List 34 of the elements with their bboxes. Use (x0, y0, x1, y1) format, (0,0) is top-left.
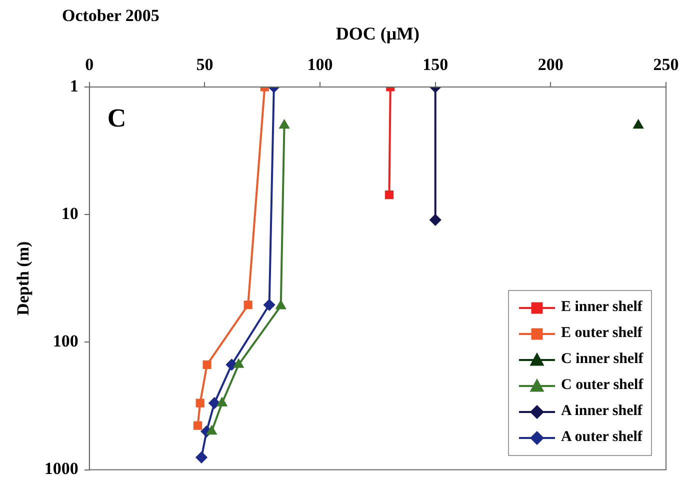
x-tick-label: 200 (538, 55, 564, 74)
legend-label: A inner shelf (561, 403, 642, 420)
point (264, 299, 276, 311)
point (244, 300, 252, 310)
point (384, 190, 394, 200)
point (216, 397, 228, 406)
y-tick-label: 1000 (44, 459, 78, 478)
point (234, 358, 244, 368)
legend-label: A outer shelf (561, 429, 642, 446)
point (202, 360, 212, 369)
legend-label: C inner shelf (561, 351, 644, 368)
annotation: C (107, 104, 126, 133)
legend-label: C outer shelf (561, 377, 644, 394)
y-axis-title: Depth (m) (14, 241, 33, 316)
point (276, 300, 286, 310)
point (196, 452, 208, 464)
x-axis-title: DOC (μM) (336, 23, 420, 44)
chart-title: October 2005 (62, 6, 160, 26)
point (194, 421, 202, 430)
point (206, 426, 217, 435)
x-tick-label: 50 (196, 55, 214, 74)
legend-label: E outer shelf (561, 325, 642, 342)
point (208, 397, 220, 409)
point (430, 214, 442, 226)
point (196, 398, 204, 408)
y-tick-label: 1 (70, 76, 78, 96)
x-tick-label: 250 (653, 55, 679, 74)
y-tick-label: 100 (52, 332, 78, 351)
legend-label: E inner shelf (561, 299, 642, 316)
point (226, 358, 238, 370)
y-tick-label: 10 (61, 204, 78, 223)
x-tick-label: 150 (422, 55, 448, 74)
x-tick-label: 100 (307, 55, 333, 74)
x-tick-label: 0 (85, 55, 94, 74)
